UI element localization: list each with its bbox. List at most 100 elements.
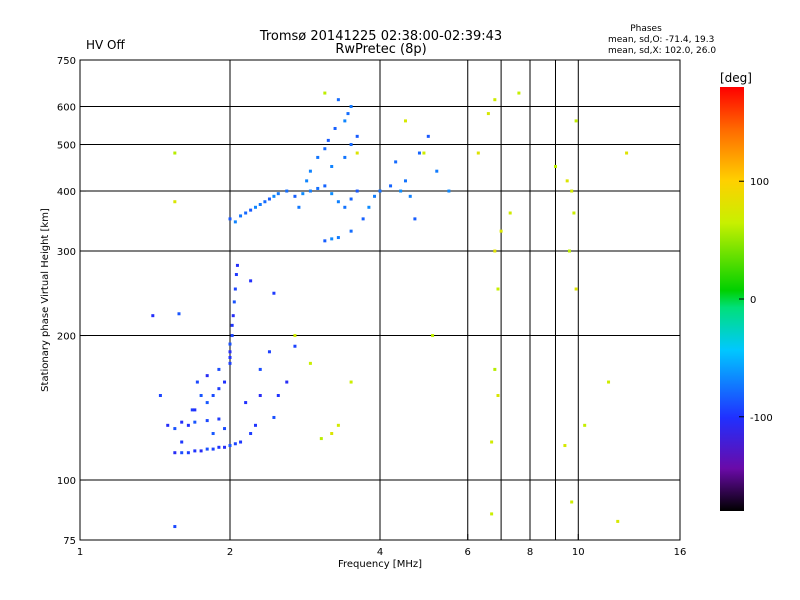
data-point (232, 300, 236, 304)
x-tick-label: 8 (527, 547, 533, 558)
data-point (399, 189, 403, 193)
data-point (301, 192, 305, 196)
grid-lines (80, 60, 680, 540)
data-point (228, 361, 232, 365)
data-point (583, 423, 587, 427)
data-point (493, 249, 497, 253)
data-point (239, 440, 243, 444)
data-point (490, 512, 494, 516)
y-axis-ticks: 75 100 200 300 400 500 600 750 (57, 56, 86, 547)
x-tick-label: 10 (572, 547, 585, 558)
data-point (272, 291, 276, 295)
y-tick-label: 200 (57, 332, 76, 343)
data-point (308, 189, 312, 193)
data-point (493, 367, 497, 371)
data-point (403, 119, 407, 123)
data-point (258, 394, 262, 398)
x-tick-label: 1 (77, 547, 83, 558)
data-point (323, 184, 327, 188)
data-point (431, 334, 435, 338)
data-point (193, 449, 197, 453)
data-point (249, 279, 253, 283)
chart-subtitle: RwPretec (8p) (335, 42, 426, 57)
data-point (267, 350, 271, 354)
data-point (330, 237, 334, 241)
data-point (272, 415, 276, 419)
data-point (249, 432, 253, 436)
y-axis-label: Stationary phase Virtual Height [km] (40, 208, 51, 392)
data-point (205, 401, 209, 405)
data-point (572, 211, 576, 215)
data-point (276, 394, 280, 398)
data-point (230, 334, 234, 338)
x-tick-label: 2 (227, 547, 233, 558)
data-point (308, 361, 312, 365)
data-point (323, 239, 327, 243)
data-point (186, 451, 190, 455)
data-point (235, 263, 239, 267)
x-axis-label: Frequency [MHz] (338, 559, 422, 570)
data-point (355, 134, 359, 138)
data-point (343, 205, 347, 209)
data-point (166, 423, 170, 427)
data-point (217, 387, 221, 391)
data-point (211, 394, 215, 398)
data-point (217, 417, 221, 421)
data-point (276, 192, 280, 196)
colorbar-tick-label: -100 (750, 413, 773, 424)
colorbar-label: [deg] (720, 71, 752, 85)
data-point (158, 394, 162, 398)
y-tick-label: 500 (57, 141, 76, 152)
data-point (217, 367, 221, 371)
data-point (343, 155, 347, 159)
data-point (228, 217, 232, 221)
data-point (195, 380, 199, 384)
y-tick-label: 750 (57, 56, 76, 67)
data-point (567, 249, 571, 253)
data-point (244, 401, 248, 405)
data-point (490, 440, 494, 444)
stats-heading: Phases (630, 24, 662, 34)
data-point (199, 394, 203, 398)
data-point (228, 444, 232, 448)
data-point (228, 350, 232, 354)
data-point (173, 451, 177, 455)
data-point (349, 143, 353, 147)
chart-title: Tromsø 20141225 02:38:00-02:39:43 (259, 29, 502, 44)
data-point (244, 211, 248, 215)
data-point (403, 179, 407, 183)
y-tick-label: 75 (63, 536, 76, 547)
colorbar-ticks: 100 0 -100 (739, 177, 773, 424)
data-point (305, 179, 309, 183)
data-point (230, 323, 234, 327)
data-point (316, 186, 320, 190)
data-point (361, 217, 365, 221)
data-point (326, 138, 330, 142)
y-tick-label: 400 (57, 187, 76, 198)
hv-status: HV Off (86, 38, 125, 52)
data-point (476, 151, 480, 155)
data-point (330, 432, 334, 436)
data-point (205, 374, 209, 378)
data-point (180, 440, 184, 444)
data-point (249, 208, 253, 212)
data-point (193, 420, 197, 424)
data-point (234, 273, 238, 277)
data-point (346, 112, 350, 116)
data-point (426, 134, 430, 138)
data-point (625, 151, 629, 155)
data-point (565, 179, 569, 183)
data-point (349, 229, 353, 233)
data-point (367, 205, 371, 209)
data-point (570, 189, 574, 193)
data-point (151, 314, 155, 318)
y-tick-label: 600 (57, 103, 76, 114)
data-point (186, 423, 190, 427)
data-point (330, 192, 334, 196)
data-point (323, 91, 327, 95)
data-point (190, 408, 194, 412)
colorbar-tick-label: 0 (750, 295, 756, 306)
data-point (228, 342, 232, 346)
data-point (293, 344, 297, 348)
data-point (493, 98, 497, 102)
